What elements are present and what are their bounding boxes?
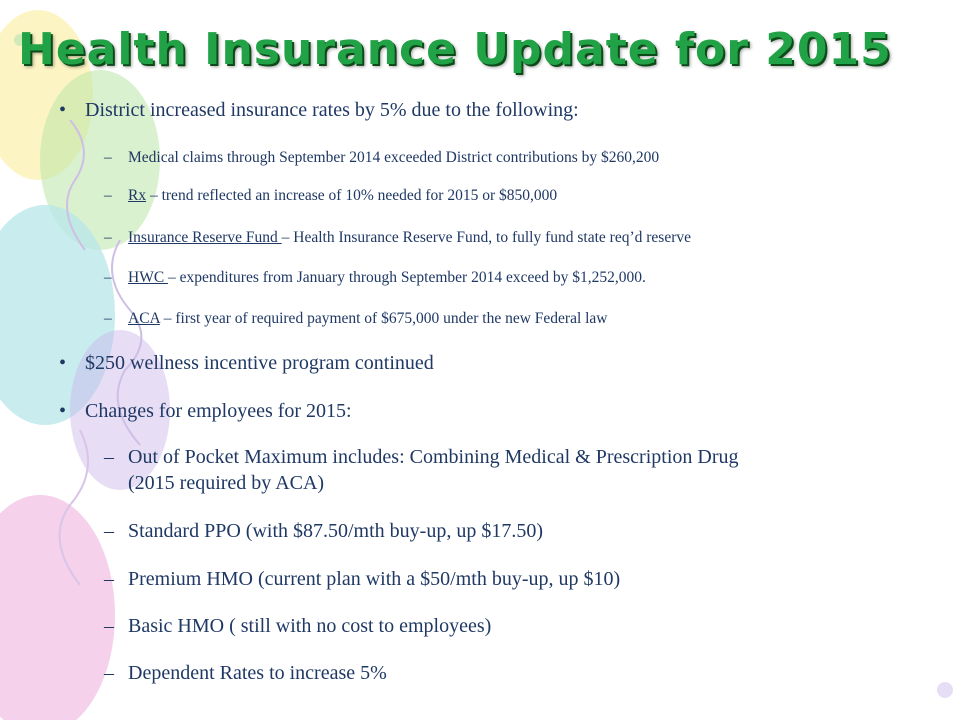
dash-marker: –	[104, 615, 114, 637]
subbullet-text: Basic HMO ( still with no cost to employ…	[128, 615, 492, 637]
balloon-string	[58, 429, 89, 586]
subbullet-standard-ppo: – Standard PPO (with $87.50/mth buy-up, …	[104, 518, 543, 544]
subbullet-label: Insurance Reserve Fund	[128, 229, 282, 246]
dash-marker: –	[104, 310, 112, 327]
bullet-marker: •	[59, 400, 67, 422]
subbullet-rx: – Rx – trend reflected an increase of 10…	[104, 186, 558, 206]
bullet-text: Changes for employees for 2015:	[85, 400, 352, 422]
subbullet-text: Standard PPO (with $87.50/mth buy-up, up…	[128, 520, 543, 542]
subbullet-text: – Health Insurance Reserve Fund, to full…	[281, 229, 691, 246]
balloon-blue	[0, 205, 115, 425]
dash-marker: –	[104, 269, 112, 286]
bullet-marker: •	[59, 99, 67, 121]
subbullet-insurance-reserve-fund: – Insurance Reserve Fund – Health Insura…	[104, 228, 691, 248]
confetti-dot	[14, 34, 26, 46]
balloon-string	[111, 239, 143, 446]
bullet-marker: •	[59, 352, 67, 374]
dash-marker: –	[104, 229, 112, 246]
subbullet-label: Rx	[128, 187, 147, 204]
subbullet-label: ACA	[128, 310, 160, 327]
balloon-string	[66, 119, 86, 251]
subbullet-basic-hmo: – Basic HMO ( still with no cost to empl…	[104, 613, 492, 639]
balloon-green	[40, 70, 160, 250]
dash-marker: –	[104, 149, 112, 166]
dash-marker: –	[104, 568, 114, 590]
subbullet-text: – expenditures from January through Sept…	[168, 269, 646, 286]
subbullet-text: Dependent Rates to increase 5%	[128, 662, 387, 684]
subbullet-premium-hmo: – Premium HMO (current plan with a $50/m…	[104, 566, 621, 592]
subbullet-hwc: – HWC – expenditures from January throug…	[104, 268, 646, 288]
bullet-rate-increase: • District increased insurance rates by …	[59, 98, 579, 122]
subbullet-text: – trend reflected an increase of 10% nee…	[146, 187, 558, 204]
subbullet-label: HWC	[128, 269, 169, 286]
subbullet-text: – first year of required payment of $675…	[159, 310, 608, 327]
dash-marker: –	[104, 446, 114, 468]
dash-marker: –	[104, 662, 114, 684]
subbullet-aca: – ACA – first year of required payment o…	[104, 309, 608, 329]
balloon-pink	[0, 495, 115, 720]
subbullet-medical-claims: – Medical claims through September 2014 …	[104, 148, 660, 168]
subbullet-text-continued: (2015 required by ACA)	[128, 472, 325, 494]
subbullet-out-of-pocket: – Out of Pocket Maximum includes: Combin…	[104, 444, 739, 496]
subbullet-dependent-rates: – Dependent Rates to increase 5%	[104, 660, 387, 686]
confetti-dot	[937, 682, 953, 698]
slide-title: Health Insurance Update for 2015	[18, 24, 892, 75]
subbullet-text: Premium HMO (current plan with a $50/mth…	[128, 568, 621, 590]
bullet-text: $250 wellness incentive program continue…	[85, 352, 434, 374]
subbullet-text: Out of Pocket Maximum includes: Combinin…	[128, 446, 739, 468]
dash-marker: –	[104, 520, 114, 542]
bullet-changes: • Changes for employees for 2015:	[59, 399, 352, 423]
dash-marker: –	[104, 187, 112, 204]
subbullet-text: Medical claims through September 2014 ex…	[128, 149, 660, 166]
bullet-wellness: • $250 wellness incentive program contin…	[59, 351, 434, 375]
bullet-text: District increased insurance rates by 5%…	[85, 99, 579, 121]
